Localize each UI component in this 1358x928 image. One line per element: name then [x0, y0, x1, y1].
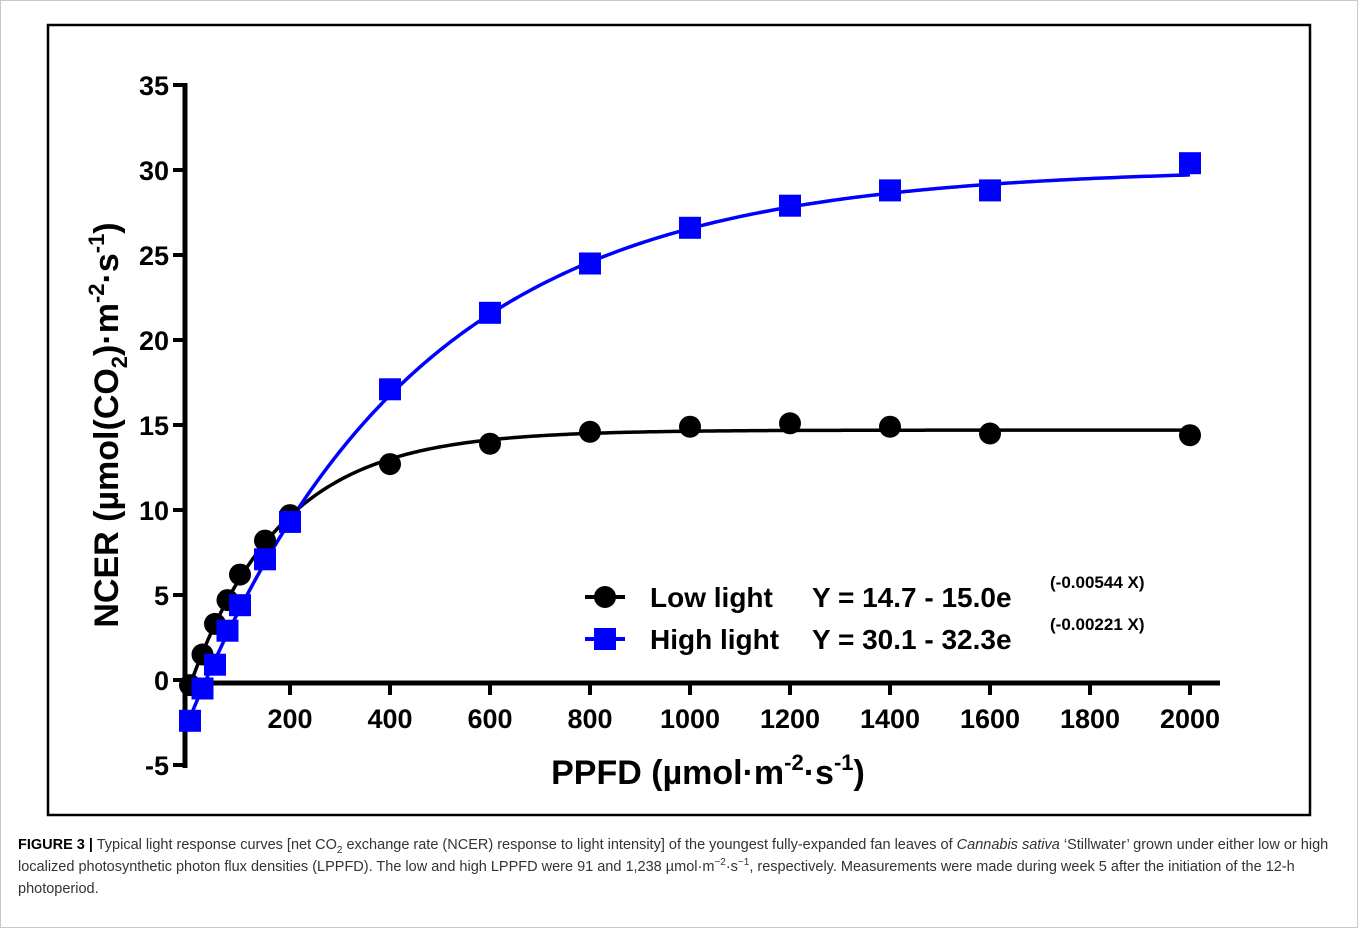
- y-tick-label: 0: [154, 666, 169, 696]
- y-tick-label: 10: [139, 496, 169, 526]
- y-label-part: )·m: [88, 303, 126, 356]
- data-point: [1179, 424, 1201, 447]
- data-point: [254, 548, 276, 571]
- x-tick-label: 200: [267, 704, 312, 734]
- x-tick-label: 1000: [660, 704, 720, 734]
- x-tick-label: 1800: [1060, 704, 1120, 734]
- caption-text: Typical light response curves [net CO: [92, 837, 337, 853]
- data-point: [191, 677, 214, 700]
- x-tick-label: 600: [467, 704, 512, 734]
- data-point: [1179, 152, 1201, 175]
- x-tick-label: 400: [367, 704, 412, 734]
- data-point: [679, 216, 701, 239]
- x-label-part: PPFD (µmol·m: [551, 754, 784, 792]
- legend-label: High light: [650, 624, 779, 655]
- data-point: [379, 453, 401, 476]
- x-tick-label: 2000: [1160, 704, 1220, 734]
- legend-marker: [594, 628, 616, 650]
- x-label-part: ): [854, 754, 865, 792]
- data-point: [879, 179, 901, 202]
- chart-border: [46, 23, 1312, 817]
- y-axis-label: NCER (µmol(CO2)·m-2·s-1): [84, 222, 132, 627]
- data-point: [579, 420, 601, 443]
- x-label-sup: -1: [834, 750, 854, 775]
- y-label-sub: 2: [107, 356, 132, 368]
- caption-text: ·s: [725, 859, 738, 875]
- caption-text: , respectively. Measurements were made d…: [18, 859, 1295, 897]
- data-point: [379, 378, 401, 401]
- caption-sup: −1: [737, 857, 750, 869]
- data-point: [879, 415, 901, 438]
- x-axis-label: PPFD (µmol·m-2·s-1): [551, 750, 865, 792]
- y-label-part: ·s: [88, 253, 126, 283]
- data-point: [779, 194, 801, 217]
- x-label-sup: -2: [784, 750, 804, 775]
- data-point: [979, 179, 1001, 202]
- data-point: [279, 510, 301, 533]
- caption-text: ‘Stillwater’ grown under either low or h…: [18, 837, 1329, 875]
- chart: PPFD (µmol·m-2·s-1) NCER (µmol(CO2)·m-2·…: [46, 23, 1312, 817]
- y-label-part: NCER (µmol(CO: [88, 368, 126, 627]
- legend-label: Low light: [650, 582, 773, 613]
- legend-equation-exponent: (-0.00221 X): [1050, 615, 1145, 634]
- data-point: [179, 709, 201, 732]
- data-point: [229, 594, 251, 617]
- caption-sup: −2: [714, 857, 726, 869]
- x-tick-label: 1400: [860, 704, 920, 734]
- data-point: [254, 529, 276, 552]
- y-tick-label: 5: [154, 581, 169, 611]
- data-point: [579, 252, 601, 275]
- y-tick-label: 25: [139, 241, 169, 271]
- data-point: [229, 563, 251, 586]
- data-point: [979, 422, 1001, 445]
- legend-equation: Y = 14.7 - 15.0e: [812, 582, 1012, 613]
- data-point: [216, 619, 239, 642]
- x-tick-label: 1600: [960, 704, 1020, 734]
- y-label-sup: -2: [84, 283, 109, 303]
- caption: FIGURE 3 | Typical light response curves…: [18, 834, 1340, 900]
- x-tick-label: 1200: [760, 704, 820, 734]
- caption-italic: Cannabis sativa: [956, 837, 1060, 853]
- data-point: [204, 653, 226, 676]
- y-label-sup: -1: [84, 234, 109, 254]
- legend-marker: [594, 586, 616, 608]
- y-tick-label: 15: [139, 411, 169, 441]
- y-tick-label: 20: [139, 326, 169, 356]
- y-tick-label: 30: [139, 156, 169, 186]
- data-point: [679, 415, 701, 438]
- caption-sub: 2: [336, 844, 343, 856]
- data-point: [479, 432, 501, 455]
- legend-equation: Y = 30.1 - 32.3e: [812, 624, 1012, 655]
- data-point: [479, 301, 501, 324]
- y-tick-label: -5: [145, 751, 169, 781]
- caption-text: exchange rate (NCER) response to light i…: [342, 837, 957, 853]
- legend-equation-exponent: (-0.00544 X): [1050, 573, 1145, 592]
- x-tick-label: 800: [567, 704, 612, 734]
- y-label-part: ): [88, 222, 126, 233]
- y-tick-label: 35: [139, 71, 169, 101]
- x-label-part: ·s: [804, 754, 834, 792]
- data-point: [779, 412, 801, 435]
- caption-label: FIGURE 3 |: [18, 837, 93, 853]
